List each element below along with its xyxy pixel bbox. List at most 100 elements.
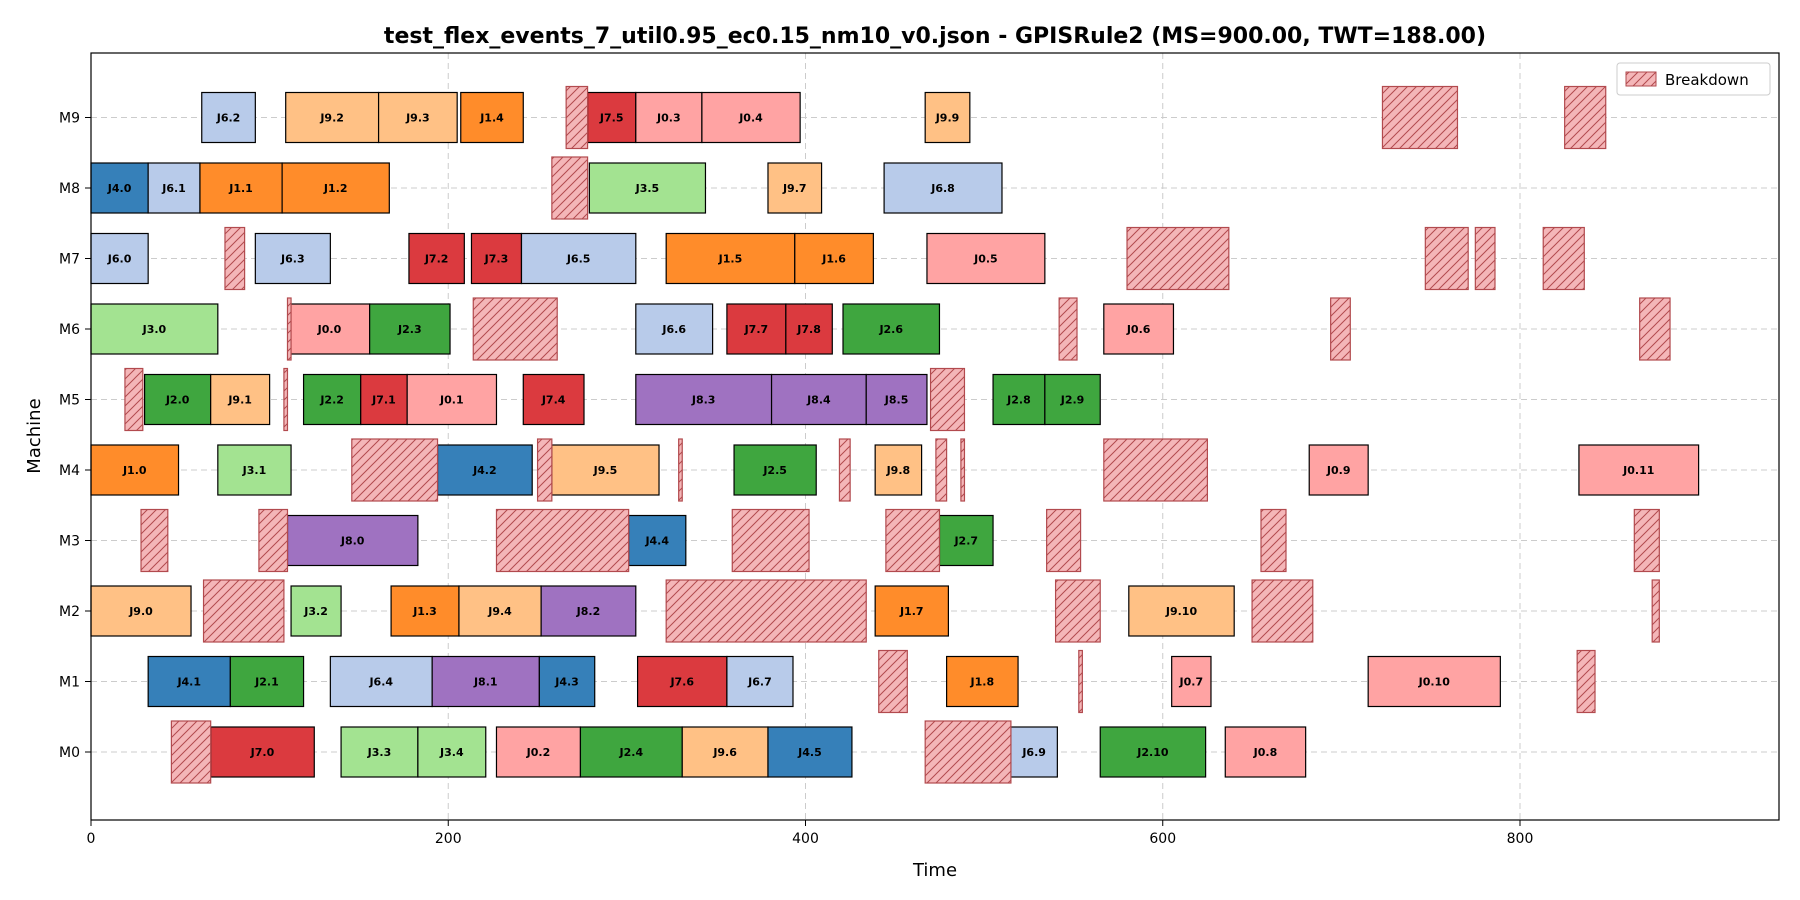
- plot-frame: [90, 52, 1780, 821]
- y-axis-ticks: M0 M1 M2 M3 M4 M5 M6 M7 M8 M9: [59, 111, 91, 761]
- operation-bar: [377, 91, 458, 144]
- operation-label: J1.8: [970, 676, 995, 689]
- operation-label: J1.3: [412, 605, 437, 618]
- operation-bar: [1044, 373, 1101, 426]
- operation-bar: [946, 655, 1019, 708]
- operation-bar: [90, 162, 149, 214]
- operation-label: J2.6: [878, 323, 903, 336]
- breakdown-bar: [536, 438, 553, 502]
- breakdown-bar: [224, 226, 246, 291]
- operation-bar: [874, 444, 923, 496]
- operation-bar: [431, 655, 540, 708]
- operation-label: J3.1: [242, 464, 267, 477]
- x-tick-label: 400: [792, 831, 819, 847]
- x-tick-label: 600: [1149, 831, 1176, 847]
- operation-bar: [436, 444, 533, 496]
- operation-bar: [201, 91, 256, 144]
- breakdown-bar: [1651, 579, 1660, 643]
- operation-bar: [924, 91, 971, 144]
- y-tick-label: M3: [59, 534, 80, 550]
- operation-bar: [538, 655, 596, 708]
- operation-bar: [360, 373, 408, 426]
- operation-bar: [1103, 303, 1175, 355]
- operation-bar: [254, 232, 331, 285]
- operation-bar: [733, 444, 817, 496]
- breakdown-bar: [472, 297, 558, 361]
- operation-bar: [701, 91, 801, 144]
- operation-bar: [770, 373, 867, 426]
- operation-bar: [217, 444, 292, 496]
- operation-label: J4.2: [472, 464, 497, 477]
- y-tick-label: M6: [59, 322, 80, 338]
- breakdown-bar: [838, 438, 851, 502]
- operation-bar: [635, 303, 714, 355]
- operation-label: J6.5: [566, 253, 591, 266]
- operation-label: J4.5: [797, 746, 822, 759]
- operation-bar: [926, 232, 1046, 285]
- breakdown-bar: [258, 508, 289, 573]
- operation-label: J7.3: [484, 253, 509, 266]
- breakdown-bar: [924, 720, 1012, 784]
- operation-label: J6.8: [930, 182, 955, 195]
- operation-label: J2.10: [1136, 746, 1169, 759]
- breakdown-bar: [1639, 297, 1671, 361]
- operation-bar: [865, 373, 928, 426]
- operation-bar: [767, 726, 853, 778]
- operation-label: J8.3: [691, 394, 716, 407]
- breakdown-bar: [1633, 508, 1660, 573]
- breakdown-bar: [140, 508, 169, 573]
- breakdown-bar: [286, 297, 292, 361]
- breakdown-bar: [885, 508, 941, 573]
- operation-bar: [522, 373, 585, 426]
- breakdown-bar: [351, 438, 439, 502]
- y-tick-label: M1: [59, 675, 80, 691]
- operation-label: J9.10: [1165, 605, 1198, 618]
- operation-label: J7.8: [796, 323, 821, 336]
- operation-bar: [992, 373, 1046, 426]
- breakdown-bar: [1576, 649, 1596, 714]
- y-tick-label: M4: [59, 463, 80, 479]
- breakdown-bar: [678, 438, 683, 502]
- operation-label: J0.10: [1418, 676, 1451, 689]
- operation-label: J2.5: [762, 464, 787, 477]
- operation-label: J9.0: [128, 605, 153, 618]
- y-tick-label: M5: [59, 393, 80, 409]
- breakdown-bar: [1103, 438, 1209, 502]
- breakdown-bar: [202, 579, 285, 643]
- breakdown-bar: [878, 649, 908, 714]
- operation-label: J9.6: [712, 746, 737, 759]
- breakdown-bar: [1046, 508, 1082, 573]
- operation-label: J9.9: [935, 112, 960, 125]
- operation-label: J9.8: [886, 464, 911, 477]
- operation-label: J6.9: [1021, 746, 1046, 759]
- operation-bar: [586, 91, 637, 144]
- operation-label: J6.3: [280, 253, 305, 266]
- legend-swatch-breakdown: [1625, 71, 1657, 87]
- operation-label: J0.11: [1622, 464, 1654, 477]
- breakdown-bar: [565, 85, 589, 150]
- operation-bar: [794, 232, 874, 285]
- operation-bar: [390, 585, 460, 637]
- breakdown-bar: [1564, 85, 1607, 150]
- operation-label: J2.2: [319, 394, 344, 407]
- operation-bar: [579, 726, 683, 778]
- operation-label: J6.1: [161, 182, 186, 195]
- operation-label: J4.3: [554, 676, 579, 689]
- x-tick-label: 800: [1507, 831, 1534, 847]
- operation-label: J9.2: [319, 112, 344, 125]
- operation-bar: [302, 373, 362, 426]
- breakdown-bar: [1424, 226, 1469, 291]
- operation-label: J4.1: [176, 676, 201, 689]
- operation-label: J0.4: [738, 112, 763, 125]
- breakdown-bar: [283, 367, 289, 432]
- operation-label: J4.4: [644, 535, 669, 548]
- x-tick-label: 0: [87, 831, 96, 847]
- operation-bar: [1099, 726, 1207, 778]
- operation-label: J0.9: [1326, 464, 1351, 477]
- operation-label: J1.6: [821, 253, 846, 266]
- breakdown-bar: [170, 720, 212, 784]
- operation-bar: [408, 232, 465, 285]
- operation-bar: [143, 373, 212, 426]
- x-axis-ticks: 0 200 400 600 800: [87, 820, 1534, 847]
- operation-label: J1.1: [228, 182, 253, 195]
